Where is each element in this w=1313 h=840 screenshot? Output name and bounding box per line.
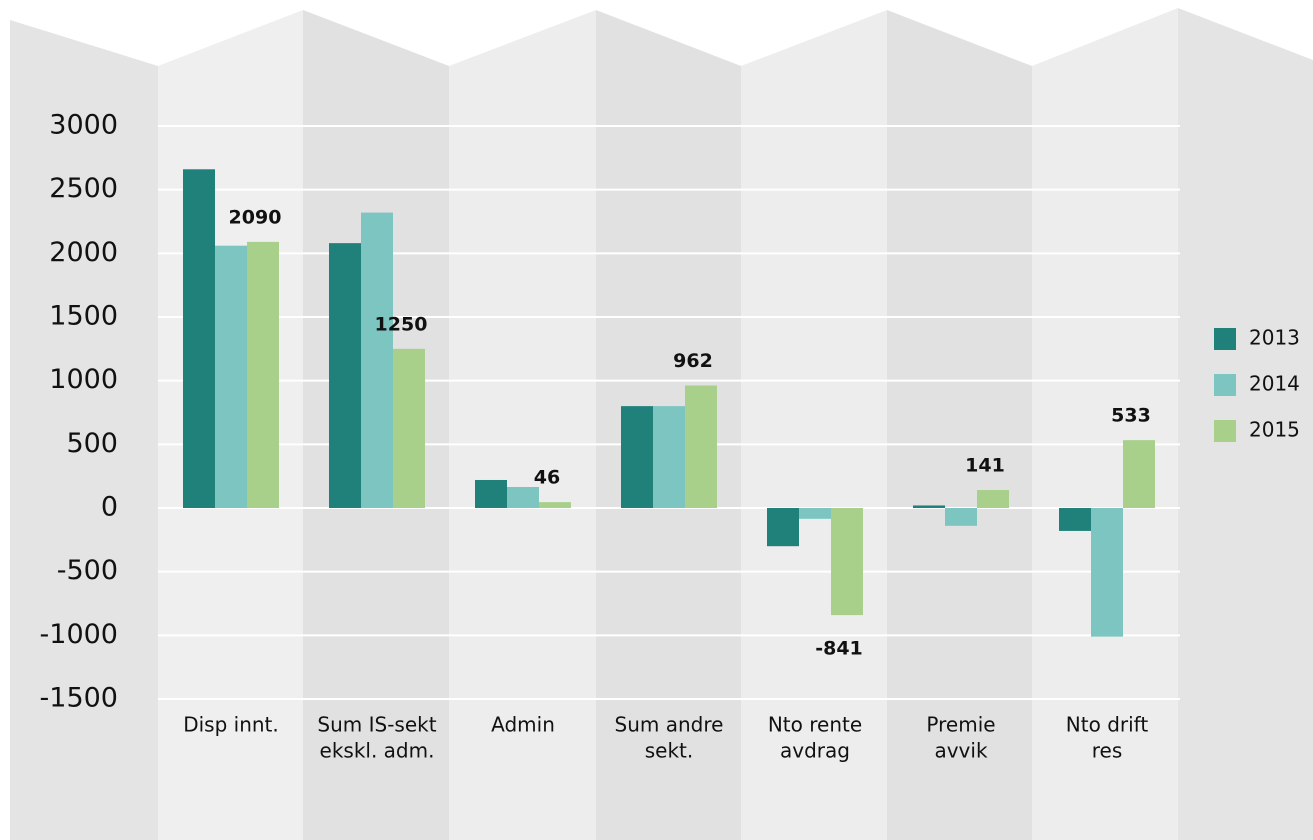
legend-label: 2013 [1249, 326, 1300, 350]
bar [1059, 508, 1091, 531]
x-tick-label: Nto rente [768, 713, 862, 737]
legend-swatch [1214, 374, 1236, 396]
bar [393, 348, 425, 508]
x-tick-label: Nto drift [1066, 713, 1149, 737]
y-tick-label: 2500 [49, 173, 118, 204]
bar [685, 385, 717, 508]
bar [621, 406, 653, 508]
data-label: 962 [673, 350, 713, 372]
x-tick-label: Disp innt. [183, 713, 279, 737]
bar [183, 169, 215, 508]
x-tick-label: Admin [491, 713, 555, 737]
legend-swatch [1214, 420, 1236, 442]
data-label: -841 [815, 638, 863, 660]
y-tick-label: 3000 [49, 110, 118, 141]
data-label: 1250 [375, 313, 428, 335]
x-tick-label: Sum andre [615, 713, 724, 737]
x-tick-label: avvik [934, 739, 987, 763]
x-tick-label: sekt. [645, 739, 694, 763]
legend-label: 2014 [1249, 372, 1300, 396]
y-tick-label: -1500 [40, 683, 118, 714]
bar [475, 479, 507, 508]
bar [1123, 440, 1155, 508]
y-tick-label: -500 [57, 555, 118, 586]
bar [507, 486, 539, 508]
data-label: 533 [1111, 405, 1151, 427]
bar [977, 490, 1009, 508]
data-label: 2090 [229, 206, 282, 228]
bar [247, 241, 279, 508]
y-tick-label: 500 [66, 428, 118, 459]
data-label: 141 [965, 455, 1005, 477]
y-tick-label: 0 [101, 492, 118, 523]
data-label: 46 [534, 467, 560, 489]
y-tick-label: 1500 [49, 301, 118, 332]
y-tick-label: 1000 [49, 364, 118, 395]
bar [799, 508, 831, 519]
bar [653, 406, 685, 508]
bar [913, 505, 945, 508]
bar [945, 508, 977, 526]
bar [215, 245, 247, 508]
x-tick-label: res [1092, 739, 1123, 763]
x-tick-label: ekskl. adm. [320, 739, 435, 763]
legend-label: 2015 [1249, 418, 1300, 442]
x-tick-label: avdrag [780, 739, 850, 763]
bar [831, 508, 863, 616]
bar [767, 508, 799, 547]
x-tick-label: Premie [926, 713, 995, 737]
y-tick-label: -1000 [40, 619, 118, 650]
bar [361, 212, 393, 508]
bar [1091, 508, 1123, 637]
bar [329, 243, 361, 508]
x-tick-label: Sum IS-sekt [317, 713, 436, 737]
bar [539, 502, 571, 508]
legend-swatch [1214, 328, 1236, 350]
y-tick-label: 2000 [49, 237, 118, 268]
background [10, 8, 1313, 840]
